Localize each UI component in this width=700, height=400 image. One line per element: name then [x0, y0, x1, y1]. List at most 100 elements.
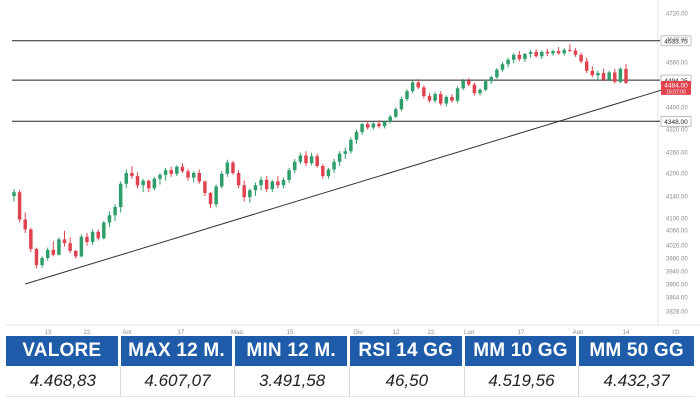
- candle-body: [511, 54, 516, 60]
- candle-body: [152, 178, 157, 189]
- candle-body: [467, 80, 471, 85]
- header-min-12m: MIN 12 M.: [235, 336, 350, 366]
- candle-body: [292, 161, 297, 171]
- candle-body: [613, 72, 617, 82]
- y-tick-label: 4140.00: [666, 195, 688, 201]
- y-tick-label: 4260.00: [666, 151, 688, 157]
- candle-body: [287, 170, 291, 180]
- price-badge: [661, 80, 691, 95]
- candle-body: [472, 84, 477, 94]
- candle-body: [579, 54, 583, 62]
- x-tick-label: 17: [518, 330, 525, 334]
- candle-body: [158, 174, 162, 179]
- stats-value-row: 4.468,83 4.607,07 3.491,58 46,50 4.519,5…: [6, 366, 694, 397]
- candle-body: [85, 236, 89, 242]
- level-label: 4633.75: [664, 39, 688, 46]
- candle-body: [478, 89, 482, 94]
- value-mm-10gg: 4.519,56: [464, 366, 580, 397]
- candle-body: [528, 51, 533, 54]
- y-tick-label: 3980.00: [666, 257, 688, 263]
- value-rsi-14gg: 46,50: [349, 366, 465, 397]
- candle-body: [147, 180, 151, 189]
- candle-body: [500, 64, 505, 70]
- candle-body: [298, 155, 303, 162]
- candle-body: [169, 170, 173, 174]
- header-mm-10gg: MM 10 GG: [464, 336, 580, 366]
- candle-body: [573, 50, 578, 55]
- candle-body: [264, 179, 269, 190]
- x-tick-label: Giu: [353, 330, 362, 334]
- candle-body: [163, 170, 168, 175]
- chart-canvas: 4633.754494.254348.004720.004640.004560.…: [6, 0, 700, 336]
- candle-body: [304, 155, 308, 164]
- candle-body: [450, 96, 454, 101]
- candle-body: [483, 81, 488, 90]
- candle-body: [236, 173, 241, 186]
- candle-body: [113, 207, 117, 216]
- candle-body: [540, 51, 544, 57]
- candle-body: [253, 185, 258, 191]
- candle-body: [208, 192, 213, 205]
- candle-body: [349, 139, 353, 152]
- candle-body: [394, 109, 398, 117]
- candle-body: [276, 181, 280, 186]
- x-tick-label: Ago: [573, 330, 584, 334]
- x-tick-label: Lug: [464, 330, 474, 334]
- y-tick-label: 4100.00: [666, 217, 688, 223]
- candle-body: [371, 123, 376, 128]
- x-tick-label: 14: [623, 330, 630, 334]
- candle-body: [365, 124, 370, 128]
- y-tick-label: 3940.00: [666, 270, 688, 276]
- candle-body: [270, 181, 275, 190]
- value-max-12m: 4.607,07: [120, 366, 236, 397]
- y-tick-label: 4320.00: [666, 128, 688, 134]
- candle-body: [388, 116, 392, 122]
- candle-body: [231, 162, 235, 173]
- candle-body: [321, 166, 325, 177]
- candle-body: [534, 51, 538, 57]
- candle-body: [12, 192, 16, 196]
- candle-body: [309, 156, 314, 164]
- candle-body: [523, 53, 527, 60]
- price-badge-time: 16:07:00: [666, 89, 686, 95]
- candle-body: [242, 185, 246, 198]
- candle-body: [326, 169, 331, 177]
- candle-body: [337, 153, 342, 162]
- y-tick-label: 4200.00: [666, 172, 688, 178]
- candle-body: [601, 73, 606, 80]
- candle-body: [399, 98, 404, 110]
- candle-body: [68, 243, 72, 251]
- y-tick-label: 3828.00: [666, 310, 688, 316]
- value-valore: 4.468,83: [6, 366, 121, 397]
- candle-body: [568, 49, 572, 51]
- candle-body: [551, 51, 555, 54]
- candle-body: [405, 91, 409, 99]
- candle-body: [517, 54, 522, 60]
- candle-body: [506, 59, 510, 65]
- candle-body: [281, 179, 286, 186]
- candle-body: [584, 61, 589, 71]
- candle-body: [495, 69, 499, 78]
- candle-body: [186, 171, 190, 178]
- value-mm-50gg: 4.432,37: [579, 366, 694, 397]
- level-label-box: [660, 35, 692, 47]
- candle-body: [360, 124, 364, 133]
- header-mm-50gg: MM 50 GG: [579, 336, 694, 366]
- candle-body: [79, 236, 84, 257]
- candle-body: [416, 82, 420, 88]
- header-valore: VALORE: [6, 336, 121, 366]
- candle-body: [175, 166, 179, 174]
- candle-body: [107, 215, 112, 223]
- candle-body: [17, 192, 22, 220]
- candle-body: [354, 132, 359, 140]
- candle-body: [590, 70, 595, 76]
- candle-body: [96, 231, 100, 239]
- x-tick-label: 12: [393, 330, 400, 334]
- candle-body: [34, 248, 39, 266]
- x-tick-label: 15: [287, 330, 294, 334]
- candle-body: [220, 173, 224, 187]
- candle-body: [461, 80, 465, 89]
- candle-body: [141, 180, 145, 186]
- x-tick-label: 22: [84, 330, 91, 334]
- candle-body: [23, 219, 27, 230]
